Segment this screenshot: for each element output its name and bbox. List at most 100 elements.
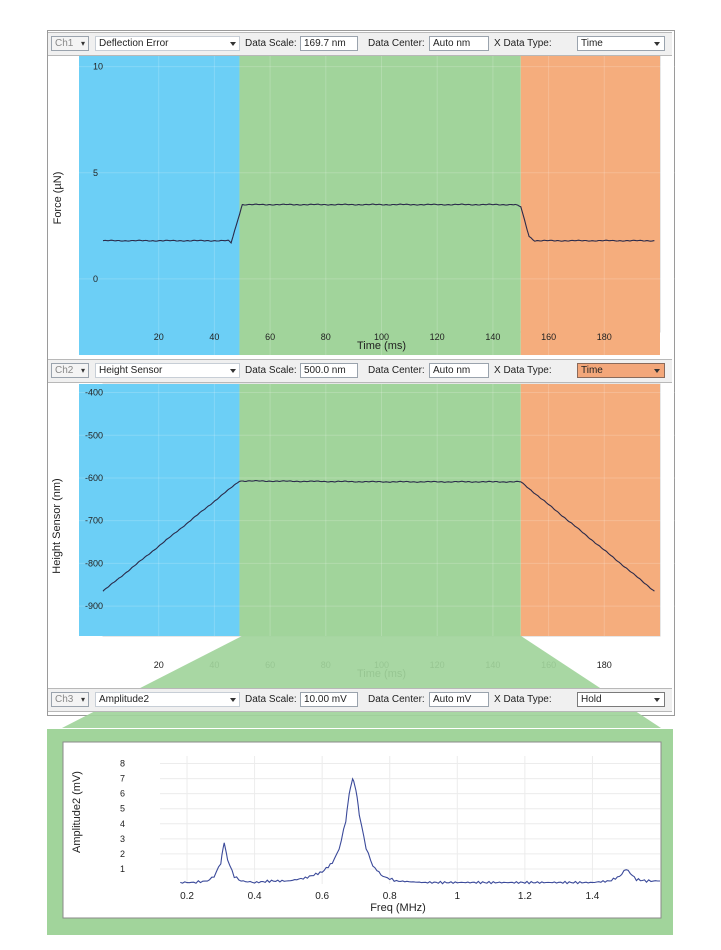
spectrum-y-tick-label: 5 [120, 804, 125, 814]
force-y-tick-label: 10 [93, 62, 103, 72]
ch2-channel-select[interactable]: Ch2 ▾ [51, 363, 89, 378]
force-x-tick-label: 140 [485, 332, 500, 342]
ch1-data-center-input[interactable]: Auto nm [429, 36, 489, 51]
ch1-x-data-type-label: X Data Type: [494, 38, 552, 49]
ch1-data-scale-label: Data Scale: [245, 38, 297, 49]
spectrum-x-tick-label: 0.2 [180, 891, 194, 902]
ch3-x-data-type-value: Hold [581, 694, 602, 705]
chevron-down-icon [230, 42, 236, 46]
chevron-down-icon [230, 698, 236, 702]
ch3-toolbar: Ch3 ▾ Amplitude2 Data Scale: 10.00 mV Da… [48, 688, 672, 712]
height-y-tick-label: -400 [85, 388, 103, 398]
height-region-approach [79, 384, 240, 636]
spectrum-y-tick-label: 7 [120, 774, 125, 784]
force-x-tick-label: 80 [321, 332, 331, 342]
ch1-x-data-type-select[interactable]: Time [577, 36, 665, 51]
ch2-data-center-label: Data Center: [368, 365, 425, 376]
spectrum-x-tick-label: 1 [455, 891, 461, 902]
zoom-funnel-shape [62, 636, 661, 728]
spectrum-x-tick-label: 0.4 [248, 891, 262, 902]
spectrum-y-tick-label: 1 [120, 864, 125, 874]
force-x-tick-label: 160 [541, 332, 556, 342]
ch3-signal-select[interactable]: Amplitude2 [95, 692, 240, 707]
force-x-axis-label: Time (ms) [357, 340, 406, 352]
ch3-data-scale-value: 10.00 mV [304, 694, 347, 705]
spectrum-y-tick-label: 2 [120, 849, 125, 859]
height-x-tick-label: 180 [597, 660, 612, 670]
ch2-data-scale-input[interactable]: 500.0 nm [300, 363, 358, 378]
height-region-retract [520, 384, 660, 636]
chevron-down-icon [654, 698, 660, 702]
force-x-tick-label: 20 [154, 332, 164, 342]
ch1-data-center-value: Auto nm [433, 38, 471, 49]
spectrum-x-tick-label: 1.2 [518, 891, 532, 902]
ch2-signal-select[interactable]: Height Sensor [95, 363, 240, 378]
spectrum-series-line [180, 777, 660, 885]
height-region-hold [239, 384, 521, 636]
ch3-x-data-type-select[interactable]: Hold [577, 692, 665, 707]
height-y-tick-label: -700 [85, 516, 103, 526]
ch3-channel-label: Ch3 [55, 694, 74, 705]
ch2-x-data-type-value: Time [581, 365, 603, 376]
force-x-tick-label: 40 [209, 332, 219, 342]
spectrum-y-tick-label: 4 [120, 819, 125, 829]
chevron-down-icon [654, 42, 660, 46]
ch1-data-scale-value: 169.7 nm [304, 38, 346, 49]
chevron-down-icon: ▾ [80, 366, 85, 375]
ch2-data-scale-value: 500.0 nm [304, 365, 346, 376]
height-y-tick-label: -600 [85, 473, 103, 483]
ch1-signal-select[interactable]: Deflection Error [95, 36, 240, 51]
ch2-channel-label: Ch2 [55, 365, 74, 376]
ch3-signal-label: Amplitude2 [99, 694, 150, 705]
ch2-data-scale-label: Data Scale: [245, 365, 297, 376]
spectrum-x-tick-label: 1.4 [585, 891, 599, 902]
height-y-axis-label: Height Sensor (nm) [51, 478, 63, 574]
force-x-tick-label: 120 [430, 332, 445, 342]
ch2-x-data-type-select[interactable]: Time [577, 363, 665, 378]
height-series-line [102, 480, 655, 592]
height-y-tick-label: -500 [85, 430, 103, 440]
spectrum-y-tick-label: 8 [120, 759, 125, 769]
chevron-down-icon [654, 369, 660, 373]
ch1-x-data-type-value: Time [581, 38, 603, 49]
spectrum-x-tick-label: 0.8 [383, 891, 397, 902]
ch3-data-center-label: Data Center: [368, 694, 425, 705]
ch3-channel-select[interactable]: Ch3 ▾ [51, 692, 89, 707]
force-series-line [102, 203, 655, 244]
spectrum-y-axis-label: Amplitude2 (mV) [71, 771, 83, 853]
force-y-tick-label: 5 [93, 168, 98, 178]
spectrum-y-tick-label: 6 [120, 789, 125, 799]
chevron-down-icon [230, 369, 236, 373]
ch3-data-center-input[interactable]: Auto mV [429, 692, 489, 707]
height-x-tick-label: 20 [154, 660, 164, 670]
chevron-down-icon: ▾ [80, 39, 85, 48]
ch3-data-scale-label: Data Scale: [245, 694, 297, 705]
ch2-toolbar: Ch2 ▾ Height Sensor Data Scale: 500.0 nm… [48, 359, 672, 383]
ch3-data-scale-input[interactable]: 10.00 mV [300, 692, 358, 707]
spectrum-y-tick-label: 3 [120, 834, 125, 844]
ch1-data-center-label: Data Center: [368, 38, 425, 49]
ch2-signal-label: Height Sensor [99, 365, 163, 376]
ch1-channel-select[interactable]: Ch1 ▾ [51, 36, 89, 51]
ch1-toolbar: Ch1 ▾ Deflection Error Data Scale: 169.7… [48, 32, 672, 56]
force-region-hold [239, 56, 521, 355]
spectrum-x-tick-label: 0.6 [315, 891, 329, 902]
height-y-tick-label: -900 [85, 601, 103, 611]
force-chart: 0 5 10 20 40 60 80 100 120 140 160 180 Time (ms) [79, 55, 676, 355]
force-y-tick-label: 0 [93, 274, 98, 284]
force-region-retract [520, 56, 660, 355]
ch3-data-center-value: Auto mV [433, 694, 472, 705]
force-region-approach [79, 56, 240, 355]
amplitude-spectrum-chart: 1 2 3 4 5 6 7 8 0.2 0.4 0.6 0.8 1 1.2 1.4 Freq (MHz) Amp… [71, 756, 660, 914]
ch1-channel-label: Ch1 [55, 38, 74, 49]
ch2-data-center-input[interactable]: Auto nm [429, 363, 489, 378]
ch1-data-scale-input[interactable]: 169.7 nm [300, 36, 358, 51]
spectrum-x-axis-label: Freq (MHz) [370, 902, 426, 914]
ch3-x-data-type-label: X Data Type: [494, 694, 552, 705]
ch1-signal-label: Deflection Error [99, 38, 169, 49]
force-x-tick-label: 180 [597, 332, 612, 342]
height-y-tick-label: -800 [85, 558, 103, 568]
zoom-funnel [47, 636, 673, 935]
height-sensor-chart: -400-500-600-700-800-9002040608010012014… [79, 383, 676, 680]
